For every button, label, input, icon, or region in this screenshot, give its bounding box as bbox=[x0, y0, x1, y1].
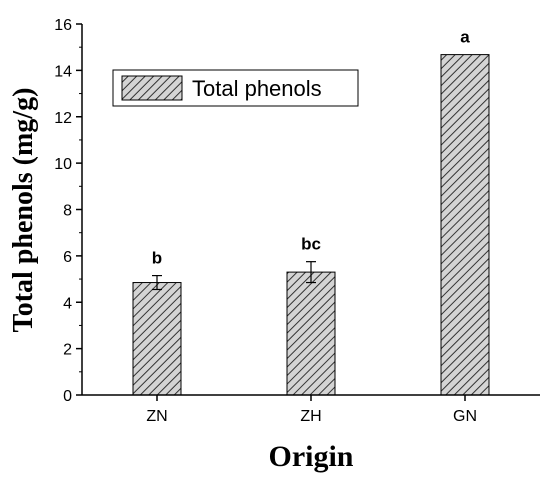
significance-label-GN: a bbox=[460, 28, 470, 47]
x-axis-title: Origin bbox=[268, 440, 353, 473]
bar-GN bbox=[440, 54, 490, 396]
y-axis-title: Total phenols (mg/g) bbox=[8, 88, 39, 333]
y-axis: 0 2 4 6 8 10 12 14 16 bbox=[54, 17, 82, 405]
y-tick-label-10: 10 bbox=[54, 156, 72, 173]
x-tick-label-ZH: ZH bbox=[300, 408, 321, 425]
bar-ZN bbox=[132, 282, 182, 396]
x-tick-label-GN: GN bbox=[453, 408, 477, 425]
legend-label: Total phenols bbox=[192, 76, 322, 101]
y-tick-label-14: 14 bbox=[54, 63, 72, 80]
x-axis: ZN ZH GN bbox=[146, 395, 477, 425]
significance-label-ZH: bc bbox=[301, 235, 321, 254]
y-tick-label-16: 16 bbox=[54, 17, 72, 34]
error-bars-group bbox=[152, 261, 316, 291]
significance-label-ZN: b bbox=[152, 249, 162, 268]
y-tick-label-4: 4 bbox=[63, 295, 72, 312]
bars-group bbox=[132, 54, 490, 396]
y-tick-label-2: 2 bbox=[63, 342, 72, 359]
bar-ZH bbox=[286, 271, 336, 396]
x-tick-label-ZN: ZN bbox=[146, 408, 167, 425]
y-tick-label-6: 6 bbox=[63, 249, 72, 266]
legend: Total phenols bbox=[112, 69, 359, 107]
y-tick-label-12: 12 bbox=[54, 110, 72, 127]
legend-swatch bbox=[121, 75, 183, 101]
significance-labels-group: b bc a bbox=[152, 28, 470, 268]
y-tick-label-0: 0 bbox=[63, 388, 72, 405]
y-tick-label-8: 8 bbox=[63, 203, 72, 220]
